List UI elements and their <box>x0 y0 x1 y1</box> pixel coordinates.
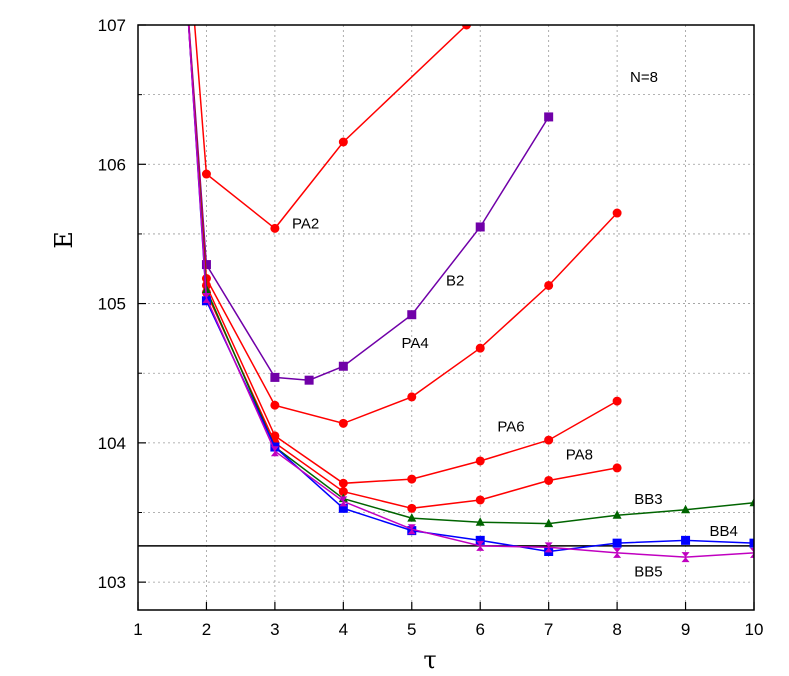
series-label-BB4: BB4 <box>710 523 738 540</box>
data-point <box>475 343 485 353</box>
data-point <box>475 222 485 232</box>
series-PA4 <box>188 25 622 428</box>
data-point <box>749 538 754 548</box>
data-point <box>475 517 485 526</box>
y-tick-label: 105 <box>98 295 126 314</box>
data-point <box>407 524 416 535</box>
data-point <box>544 475 554 485</box>
data-point <box>338 418 348 428</box>
x-tick-label: 4 <box>339 620 348 639</box>
data-point <box>749 497 754 507</box>
series-label-BB3: BB3 <box>634 491 662 508</box>
y-tick-label: 104 <box>98 434 126 453</box>
series-line <box>187 25 618 510</box>
data-point <box>201 169 211 179</box>
series-line <box>188 25 550 381</box>
y-tick-label: 106 <box>98 155 126 174</box>
data-point <box>544 518 554 528</box>
data-point <box>338 361 348 371</box>
series-line <box>187 25 618 485</box>
y-tick-label: 107 <box>98 16 126 35</box>
series-BB5 <box>187 25 754 563</box>
data-point <box>750 547 754 558</box>
data-point <box>202 293 211 303</box>
x-tick-label: 5 <box>407 620 416 639</box>
data-point <box>407 503 417 513</box>
series-line <box>187 25 754 558</box>
series-label-PA4: PA4 <box>402 335 429 352</box>
data-point <box>407 310 417 320</box>
plot-frame <box>137 24 755 611</box>
data-point <box>681 552 690 563</box>
data-point <box>612 396 622 406</box>
data-point <box>270 400 280 410</box>
series-label-B2: B2 <box>446 272 464 289</box>
data-point <box>544 542 553 553</box>
x-tick-label: 6 <box>475 620 484 639</box>
data-point <box>612 538 622 548</box>
data-point <box>270 223 280 233</box>
y-axis-title: E <box>50 231 78 249</box>
data-point <box>612 510 622 519</box>
x-tick-label: 2 <box>202 620 211 639</box>
series-labels: PA2 B2 PA4 PA6 PA8 BB3 BB4 BB5 <box>292 215 738 580</box>
data-point <box>544 435 554 445</box>
data-point <box>407 392 417 402</box>
series-label-PA6: PA6 <box>497 419 524 436</box>
data-point <box>270 372 280 382</box>
data-point <box>407 474 417 484</box>
data-point <box>339 496 348 507</box>
x-tick-label: 8 <box>612 620 621 639</box>
data-point <box>462 25 472 30</box>
data-point <box>681 504 691 514</box>
series-line <box>188 25 618 425</box>
data-point <box>612 208 622 218</box>
series-PA6 <box>187 25 622 488</box>
data-point <box>544 280 554 290</box>
series-BB4 <box>187 25 754 556</box>
data-point <box>612 463 622 473</box>
data-point <box>338 137 348 147</box>
data-point <box>475 495 485 505</box>
series-line <box>193 25 468 230</box>
x-tick-label: 9 <box>681 620 690 639</box>
data-point <box>201 260 211 270</box>
grid <box>138 25 754 610</box>
data-point <box>338 503 348 513</box>
series-group <box>187 25 754 563</box>
series-label-PA8: PA8 <box>566 447 593 464</box>
series-label-BB5: BB5 <box>634 564 662 581</box>
data-point <box>544 112 554 122</box>
series-label-PA2: PA2 <box>292 215 319 232</box>
data-point <box>613 547 622 558</box>
data-point <box>476 540 485 551</box>
x-tick-label: 1 <box>133 620 142 639</box>
data-point <box>304 375 314 385</box>
data-point <box>338 478 348 488</box>
series-line <box>187 25 754 525</box>
data-point <box>407 513 417 522</box>
series-B2 <box>188 25 554 385</box>
data-point <box>338 487 348 497</box>
x-axis-title: τ <box>423 646 436 674</box>
series-line <box>187 25 754 553</box>
data-point <box>270 446 279 457</box>
ticks: 1 2 3 4 5 6 7 8 9 10 103 104 105 106 107 <box>98 16 764 639</box>
annotation-n: N=8 <box>630 69 658 86</box>
data-point <box>681 535 691 545</box>
data-point <box>475 456 485 466</box>
series-PA2 <box>193 25 472 233</box>
x-tick-label: 7 <box>544 620 553 639</box>
y-tick-label: 103 <box>98 573 126 592</box>
x-tick-label: 10 <box>745 620 764 639</box>
data-point <box>475 535 485 545</box>
x-tick-label: 3 <box>270 620 279 639</box>
